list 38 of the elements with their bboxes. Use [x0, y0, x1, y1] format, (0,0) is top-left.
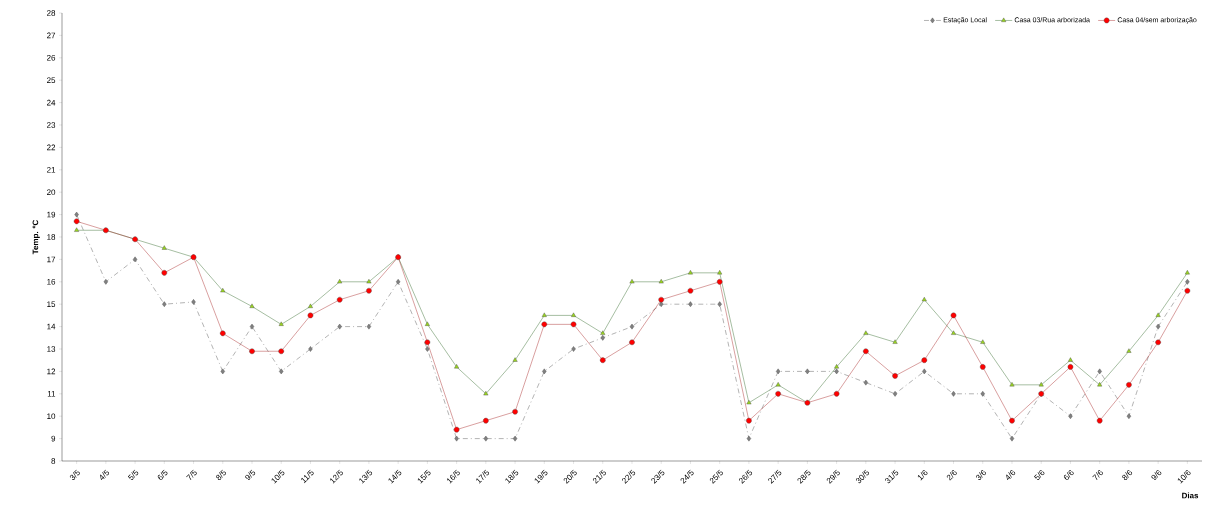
- point: [483, 435, 488, 442]
- point: [600, 335, 605, 341]
- point: [103, 279, 108, 285]
- point: [1097, 368, 1102, 375]
- point: [425, 346, 430, 352]
- point: [688, 301, 693, 307]
- point: [1009, 435, 1015, 442]
- point: [1185, 279, 1190, 285]
- point: [629, 323, 635, 330]
- point: [1126, 413, 1132, 419]
- point: [659, 301, 664, 307]
- point: [892, 391, 898, 397]
- point: [922, 368, 927, 375]
- point: [746, 435, 752, 442]
- point: [717, 301, 722, 307]
- point: [220, 368, 225, 375]
- point: [834, 368, 839, 375]
- point: [1068, 413, 1073, 419]
- point: [249, 323, 255, 330]
- point: [805, 368, 810, 375]
- point: [980, 391, 985, 397]
- point: [951, 391, 956, 397]
- point: [863, 379, 868, 386]
- point: [542, 368, 547, 375]
- point: [571, 346, 576, 352]
- point: [162, 301, 167, 307]
- point: [308, 346, 313, 352]
- point: [279, 368, 284, 375]
- point: [74, 211, 79, 218]
- point: [454, 435, 459, 442]
- point: [132, 256, 138, 263]
- point: [191, 299, 196, 305]
- point: [337, 323, 342, 330]
- point: [1156, 323, 1161, 330]
- point: [776, 368, 781, 375]
- point: [396, 279, 401, 285]
- point: [512, 435, 518, 442]
- point: [366, 323, 372, 330]
